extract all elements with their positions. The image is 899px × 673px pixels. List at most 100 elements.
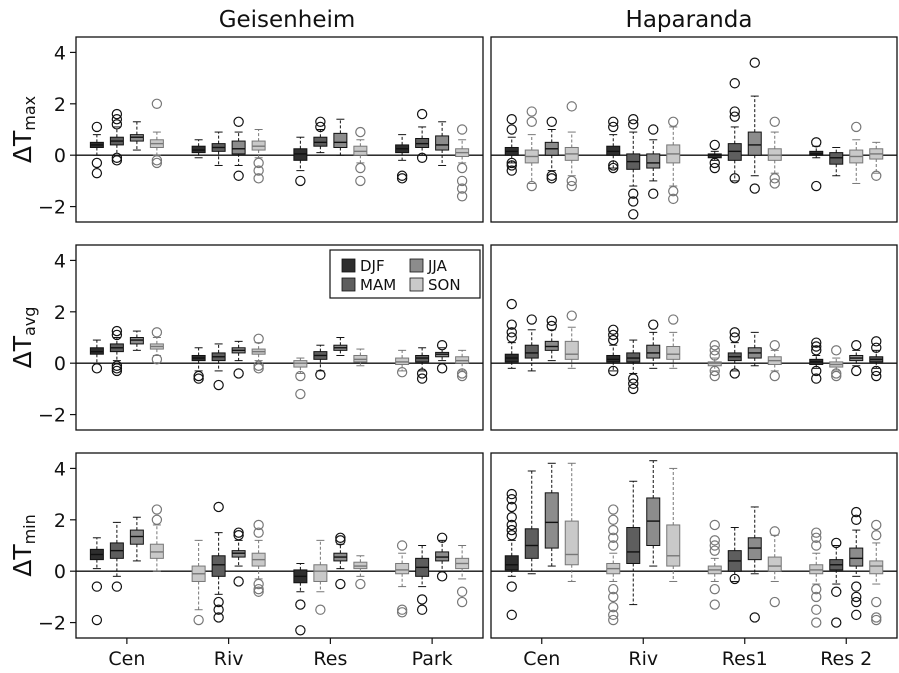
y-axis-label: ΔTmin	[8, 514, 39, 577]
outlier-point	[416, 373, 428, 384]
outlier-point	[91, 581, 103, 592]
box-iqr	[564, 520, 579, 566]
outlier-point	[456, 175, 468, 187]
outlier-point	[729, 106, 740, 117]
box-SON	[251, 519, 266, 597]
box-SON	[149, 504, 164, 572]
box-SON	[313, 539, 328, 615]
box-iqr	[666, 345, 681, 360]
outlier-point	[436, 571, 448, 582]
outlier-point	[628, 209, 639, 220]
legend-label: MAM	[360, 276, 396, 294]
outlier-point	[851, 340, 862, 351]
box-MAM	[829, 537, 844, 628]
outlier-point	[506, 609, 517, 621]
outlier-point	[608, 162, 619, 174]
box-SON	[564, 310, 579, 369]
outlier-point	[546, 173, 557, 184]
outlier-point	[506, 327, 517, 338]
outlier-point	[526, 116, 537, 127]
box-SON	[524, 106, 539, 192]
box-SON	[666, 116, 681, 205]
panel-grid: 4 2 0 −2 ΔTmax 4 2 0 −2 ΔTavg DJF JJA MAM SON 4 2 0 −2 ΔTm…	[8, 36, 898, 670]
box-MAM	[415, 545, 430, 615]
box-MAM	[626, 114, 641, 220]
outlier-point	[151, 157, 163, 169]
outlier-point	[851, 596, 862, 608]
outlier-point	[436, 363, 448, 374]
box-DJF	[191, 139, 206, 159]
outlier-point	[506, 501, 517, 513]
outlier-point	[506, 165, 517, 176]
outlier-point	[871, 170, 882, 181]
outlier-point	[546, 116, 557, 127]
outlier-point	[233, 527, 244, 538]
legend-label: SON	[428, 276, 461, 294]
outlier-point	[709, 365, 720, 377]
box-MAM	[727, 327, 742, 379]
box-MAM	[524, 470, 539, 575]
box-DJF	[395, 134, 410, 184]
outlier-point	[506, 298, 517, 310]
outlier-point	[355, 162, 366, 174]
box-MAM	[109, 108, 124, 166]
y-tick-label: 4	[54, 250, 66, 272]
outlier-point	[831, 617, 842, 628]
box-SON	[455, 124, 470, 202]
outlier-point	[355, 126, 366, 138]
outlier-point	[506, 332, 517, 343]
outlier-point	[608, 591, 619, 603]
outlier-point	[831, 370, 842, 382]
legend-swatch	[409, 277, 424, 292]
outlier-point	[608, 532, 619, 543]
box-iqr	[524, 344, 539, 359]
outlier-point	[729, 111, 740, 122]
outlier-point	[668, 314, 679, 325]
outlier-point	[709, 535, 720, 546]
outlier-point	[436, 532, 448, 543]
box-JJA	[544, 315, 559, 362]
outlier-point	[608, 334, 619, 346]
outlier-point	[111, 114, 123, 125]
outlier-point	[811, 365, 822, 377]
outlier-point	[233, 116, 244, 127]
outlier-point	[253, 363, 264, 374]
panel-2: 4 2 0 −2 ΔTavg DJF JJA MAM SON	[8, 244, 484, 431]
box-DJF	[504, 298, 519, 369]
legend: DJF JJA MAM SON	[329, 249, 481, 299]
outlier-point	[628, 378, 639, 389]
box-JJA	[333, 118, 348, 156]
box-JJA	[646, 460, 661, 567]
box-JJA	[435, 340, 450, 374]
outlier-point	[396, 173, 408, 184]
box-SON	[564, 101, 579, 192]
box-SON	[353, 126, 368, 187]
outlier-point	[91, 121, 103, 133]
panel-frame	[75, 452, 484, 639]
box-DJF	[504, 114, 519, 176]
box-JJA	[231, 340, 246, 379]
outlier-point	[233, 576, 244, 587]
box-DJF	[293, 562, 308, 636]
outlier-point	[608, 540, 619, 551]
category-label: Res1	[722, 648, 768, 670]
outlier-point	[729, 327, 740, 338]
box-MAM	[415, 347, 430, 384]
outlier-point	[213, 604, 224, 615]
outlier-point	[628, 373, 639, 384]
panel-1	[490, 36, 898, 223]
outlier-point	[506, 524, 517, 536]
outlier-point	[253, 586, 264, 597]
outlier-point	[831, 586, 842, 597]
box-iqr	[747, 131, 762, 156]
outlier-point	[335, 535, 346, 546]
outlier-point	[851, 506, 862, 518]
outlier-point	[546, 315, 557, 326]
outlier-point	[729, 368, 740, 379]
box-iqr	[211, 555, 226, 577]
box-SON	[869, 141, 884, 181]
legend-swatch	[341, 258, 356, 273]
outlier-point	[506, 160, 517, 171]
outlier-point	[608, 329, 619, 341]
